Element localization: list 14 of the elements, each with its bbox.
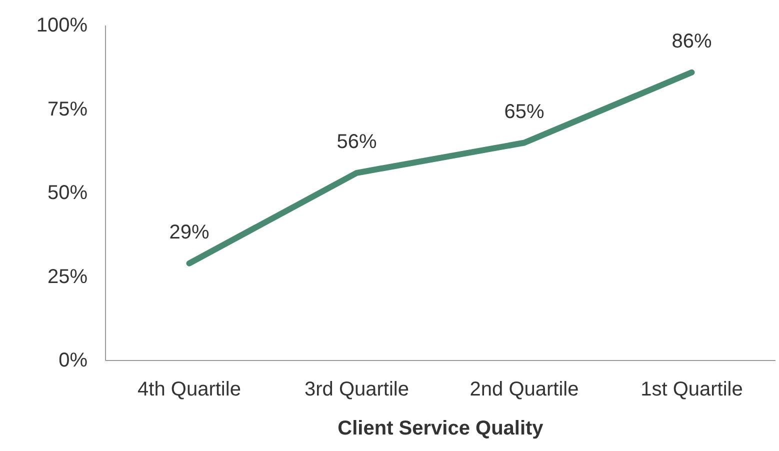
y-tick-label: 25% [47,266,88,288]
y-tick-label: 50% [47,182,88,204]
x-tick-label: 1st Quartile [640,378,743,400]
text: 86% [672,30,712,52]
x-axis-title: Client Service Quality [338,418,544,440]
y-tick-label: 100% [36,14,88,36]
x-tick-label: 2nd Quartile [470,378,579,400]
y-tick-label: 75% [47,98,88,120]
x-tick-label: 4th Quartile [138,378,241,400]
x-tick-label: 3rd Quartile [304,378,410,400]
text: 56% [336,130,377,153]
text: 65% [504,100,544,123]
text: 29% [169,221,210,244]
y-tick-label: 0% [58,350,88,372]
